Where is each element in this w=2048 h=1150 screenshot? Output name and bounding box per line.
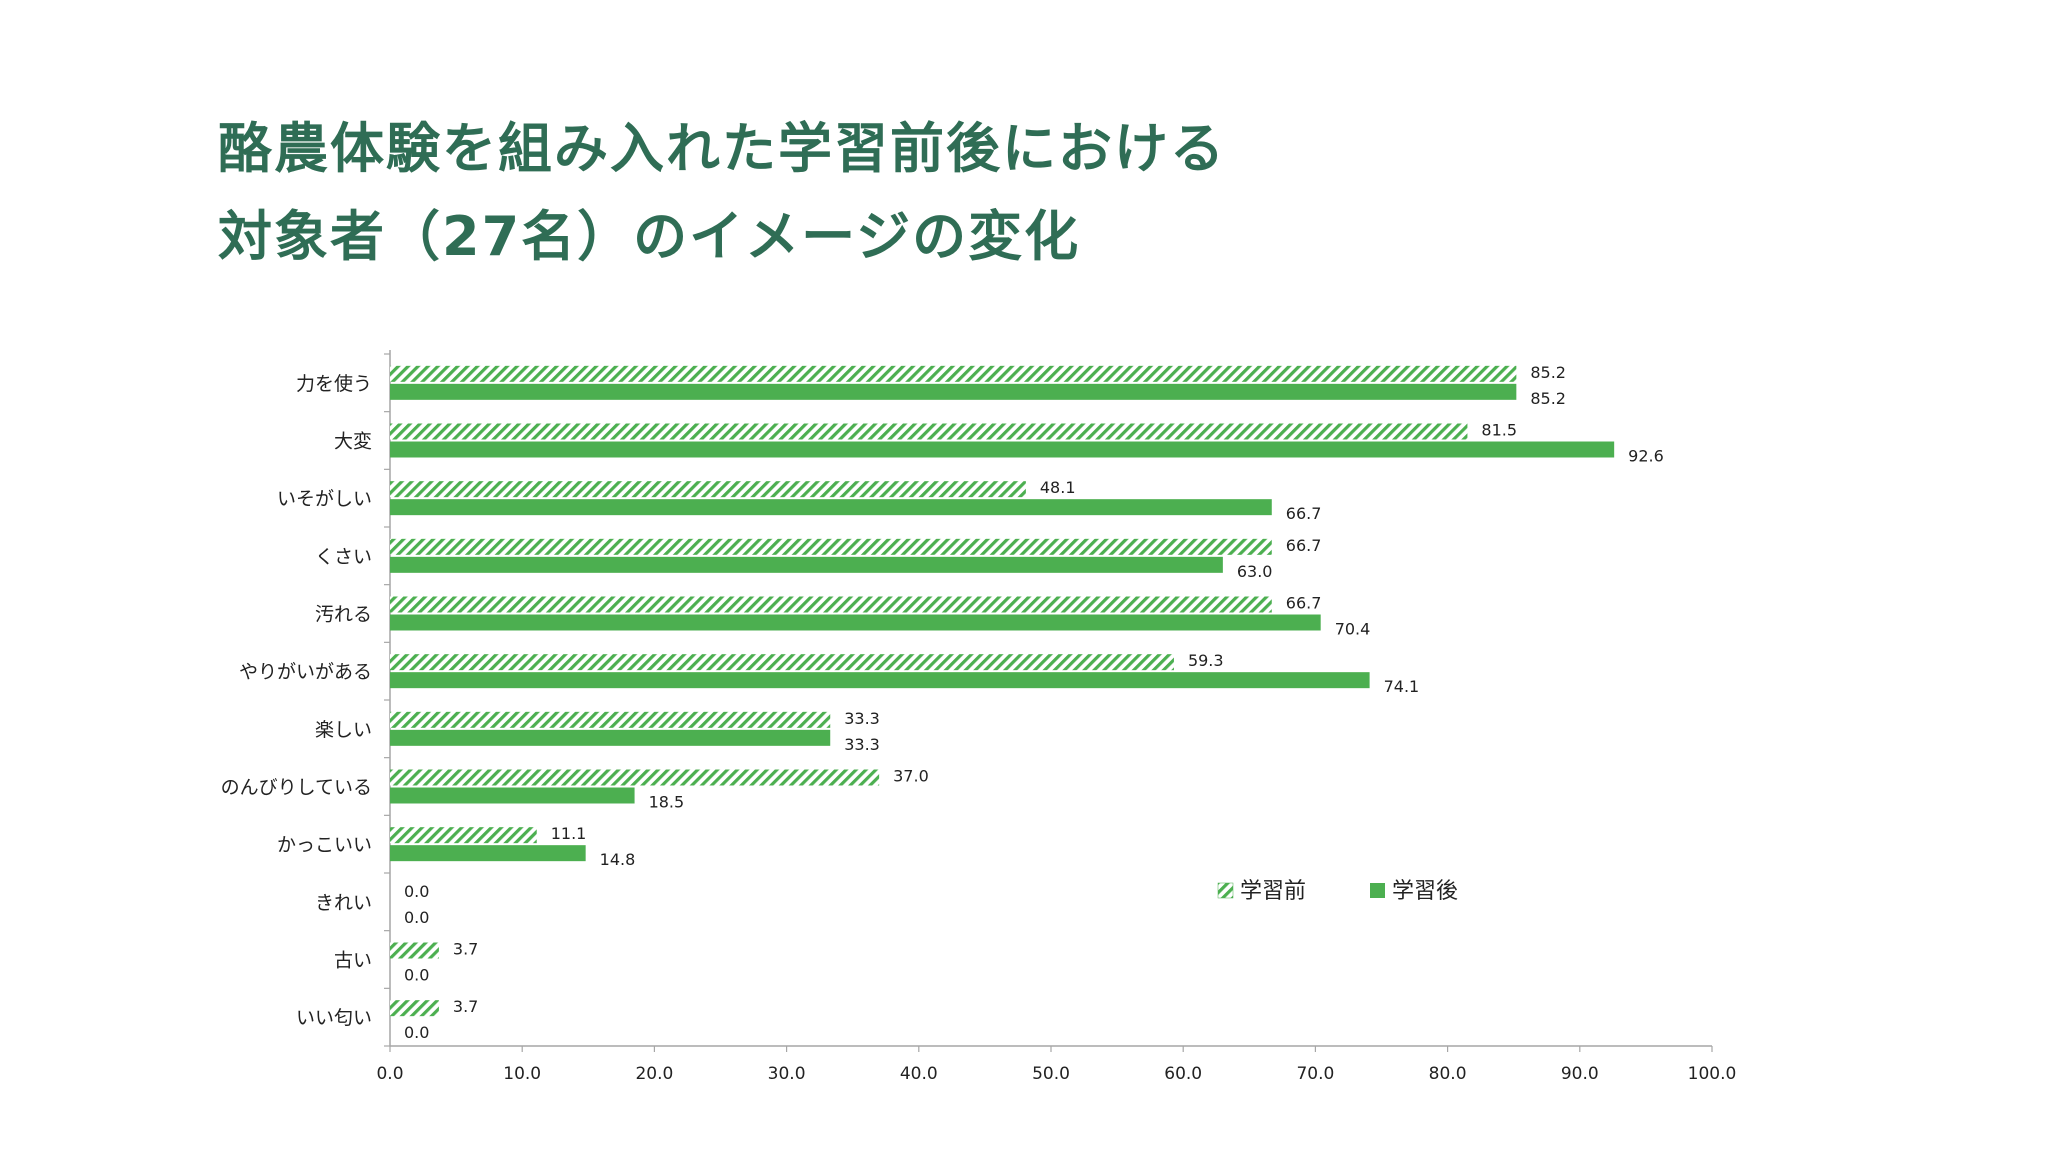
bar-before bbox=[390, 711, 831, 728]
data-label-before: 3.7 bbox=[453, 940, 478, 959]
category-label: 大変 bbox=[334, 431, 372, 453]
bar-after bbox=[390, 845, 586, 862]
x-tick-label: 20.0 bbox=[635, 1064, 673, 1084]
bar-before bbox=[390, 481, 1026, 498]
data-label-after: 70.4 bbox=[1335, 620, 1371, 639]
data-label-after: 74.1 bbox=[1384, 677, 1420, 696]
data-label-after: 63.0 bbox=[1237, 562, 1273, 581]
data-label-before: 3.7 bbox=[453, 997, 478, 1016]
bar-after bbox=[390, 499, 1272, 516]
data-label-before: 66.7 bbox=[1286, 594, 1322, 613]
x-tick-label: 60.0 bbox=[1164, 1064, 1202, 1084]
legend-label-before: 学習前 bbox=[1240, 879, 1306, 904]
bar-before bbox=[390, 365, 1517, 382]
x-tick-label: 40.0 bbox=[900, 1064, 938, 1084]
title-line-1: 酪農体験を組み入れた学習前後における bbox=[218, 117, 1226, 180]
data-label-after: 18.5 bbox=[649, 793, 685, 812]
bar-before bbox=[390, 596, 1272, 613]
x-tick-label: 30.0 bbox=[768, 1064, 806, 1084]
bar-before bbox=[390, 942, 439, 959]
category-label: 古い bbox=[334, 950, 372, 972]
category-label: いい匂い bbox=[296, 1007, 372, 1029]
category-label: きれい bbox=[315, 892, 372, 914]
x-tick-label: 80.0 bbox=[1429, 1064, 1467, 1084]
bar-after bbox=[390, 614, 1321, 631]
category-label: かっこいい bbox=[277, 834, 372, 856]
data-label-after: 92.6 bbox=[1628, 447, 1664, 466]
category-label: 力を使う bbox=[296, 373, 372, 395]
title-line-2: 対象者（27名）のイメージの変化 bbox=[218, 205, 1081, 268]
data-label-after: 0.0 bbox=[404, 1023, 429, 1042]
bar-after bbox=[390, 383, 1517, 400]
legend-label-after: 学習後 bbox=[1392, 879, 1458, 904]
category-label: 楽しい bbox=[315, 719, 372, 741]
data-label-before: 66.7 bbox=[1286, 536, 1322, 555]
data-label-after: 85.2 bbox=[1530, 389, 1566, 408]
data-label-after: 66.7 bbox=[1286, 504, 1322, 523]
x-tick-label: 90.0 bbox=[1561, 1064, 1599, 1084]
data-label-after: 14.8 bbox=[600, 850, 636, 869]
bar-before bbox=[390, 538, 1272, 555]
bar-after bbox=[390, 556, 1223, 573]
chart-bars: 85.2 85.2 81.5 92.6 48.1 66.7 66.7 63.0 66.7 70.4… bbox=[390, 363, 1664, 1042]
data-label-before: 33.3 bbox=[844, 709, 880, 728]
x-tick-label: 70.0 bbox=[1296, 1064, 1334, 1084]
data-label-before: 0.0 bbox=[404, 882, 429, 901]
bar-after bbox=[390, 441, 1615, 458]
category-label: やりがいがある bbox=[239, 661, 372, 683]
data-label-before: 81.5 bbox=[1481, 421, 1517, 440]
category-label: のんびりしている bbox=[221, 777, 372, 799]
bar-before bbox=[390, 1000, 439, 1017]
chart-legend: 学習前 学習後 bbox=[1217, 879, 1458, 904]
data-label-before: 37.0 bbox=[893, 767, 929, 786]
category-label: 汚れる bbox=[315, 604, 372, 626]
bar-after bbox=[390, 729, 831, 746]
data-label-before: 85.2 bbox=[1530, 363, 1566, 382]
data-label-before: 48.1 bbox=[1040, 478, 1076, 497]
data-label-after: 0.0 bbox=[404, 966, 429, 985]
bar-before bbox=[390, 827, 537, 844]
category-label: いそがしい bbox=[277, 488, 372, 510]
data-label-after: 0.0 bbox=[404, 908, 429, 927]
x-tick-label: 10.0 bbox=[503, 1064, 541, 1084]
x-tick-label: 50.0 bbox=[1032, 1064, 1070, 1084]
legend-swatch-before bbox=[1217, 882, 1234, 899]
page-title: 酪農体験を組み入れた学習前後における 対象者（27名）のイメージの変化 bbox=[218, 105, 1226, 281]
bar-before bbox=[390, 423, 1468, 440]
bar-before bbox=[390, 769, 880, 786]
bar-after bbox=[390, 787, 635, 804]
x-tick-label: 100.0 bbox=[1688, 1064, 1737, 1084]
category-label: くさい bbox=[315, 546, 372, 568]
x-tick-label: 0.0 bbox=[376, 1064, 403, 1084]
chart-axes: 0.0 10.0 20.0 30.0 40.0 50.0 60.0 70.0 80.0 90.0 1… bbox=[221, 350, 1737, 1084]
bar-before bbox=[390, 654, 1174, 671]
data-label-before: 11.1 bbox=[551, 824, 587, 843]
legend-swatch-after bbox=[1370, 883, 1385, 898]
data-label-before: 59.3 bbox=[1188, 651, 1224, 670]
data-label-after: 33.3 bbox=[844, 735, 880, 754]
bar-after bbox=[390, 672, 1370, 689]
